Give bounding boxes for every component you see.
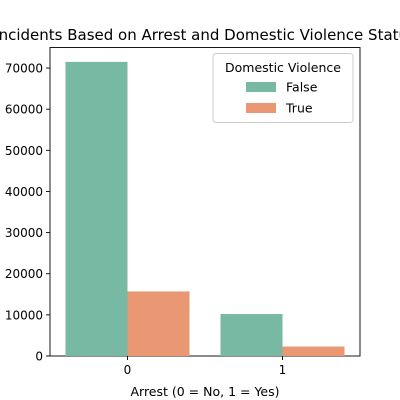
- legend-label-false: False: [286, 80, 318, 95]
- plot-frame: [49, 47, 361, 357]
- y-tick-label: 70000: [5, 62, 43, 76]
- bar-false-0: [65, 61, 128, 356]
- y-tick-label: 60000: [5, 103, 43, 117]
- y-axis: 0 10000 20000 30000 40000 50000 60000 70000: [5, 62, 50, 364]
- y-tick-label: 20000: [5, 267, 43, 281]
- legend: Domestic Violence False True: [212, 53, 354, 123]
- y-tick-label: 50000: [5, 144, 43, 158]
- bar-false-1: [220, 314, 283, 356]
- legend-title: Domestic Violence: [225, 60, 341, 75]
- legend-swatch-true: [246, 103, 276, 113]
- y-tick-label: 10000: [5, 308, 43, 322]
- legend-swatch-false: [246, 82, 276, 92]
- x-tick-label: 0: [124, 363, 132, 377]
- y-tick-label: 0: [35, 350, 43, 364]
- y-tick-label: 30000: [5, 226, 43, 240]
- legend-label-true: True: [285, 101, 313, 116]
- chart-title: Incidents Based on Arrest and Domestic V…: [0, 26, 400, 44]
- x-tick-label: 1: [279, 363, 287, 377]
- bars: [65, 61, 345, 356]
- x-axis-label: Arrest (0 = No, 1 = Yes): [130, 384, 279, 399]
- bar-true-0: [127, 291, 190, 356]
- y-tick-label: 40000: [5, 185, 43, 199]
- bar-true-1: [282, 346, 345, 356]
